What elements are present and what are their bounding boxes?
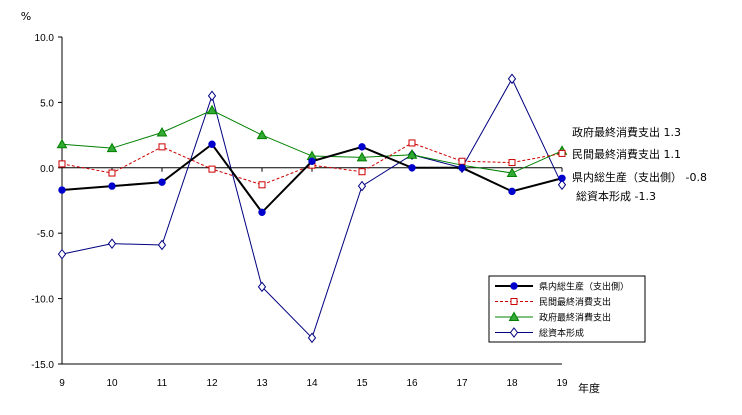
series-2-point [356,151,368,162]
series-2-point [506,167,518,178]
x-tick-label: 17 [456,378,468,389]
series-3-point [157,239,167,251]
series-1-point [108,169,116,177]
series-2-point [156,126,168,137]
series-2-point [56,138,68,149]
y-axis-label: % [21,10,31,23]
series-1-point [508,159,516,167]
series-1-point [408,139,416,147]
x-tick-label: 11 [157,378,168,389]
series-0-point [258,208,266,216]
y-tick-label: -5.0 [37,229,55,240]
x-tick-label: 13 [256,378,268,389]
end-label: 総資本形成 -1.3 [576,189,656,203]
x-tick-label: 12 [206,378,218,389]
series-3-point [557,179,567,191]
series-3-point [57,248,67,260]
end-label: 民間最終消費支出 1.1 [572,147,681,161]
series-1-point [258,181,266,189]
series-0-point [458,164,466,172]
legend-label: 総資本形成 [539,327,584,339]
end-label: 県内総生産（支出側） -0.8 [572,170,707,184]
x-tick-label: 16 [406,378,418,389]
legend-marker [510,282,518,290]
legend-marker [510,298,518,305]
series-2-point [406,149,418,159]
series-1-point [58,160,66,168]
series-0-point [358,143,366,151]
x-tick-label: 15 [356,378,368,389]
y-tick-label: -15.0 [31,360,54,371]
x-tick-label: 19 [556,378,568,389]
series-3-point [107,238,117,249]
series-1-point [458,157,466,165]
legend-marker [509,327,519,338]
series-2-point [206,104,218,115]
legend-label: 政府最終消費支出 [539,312,611,324]
x-tick-label: 14 [306,378,318,389]
series-3-point [357,180,367,192]
series-0-point [208,140,216,148]
x-tick-label: 9 [59,378,65,389]
series-0-point [158,178,166,186]
series-line-3 [61,77,563,339]
series-1-point [358,168,366,176]
series-1-point [208,165,216,173]
x-axis-label: 年度 [578,381,600,395]
legend-marker [508,311,520,321]
series-0-point [58,186,66,194]
series-0-point [308,157,316,165]
legend-label: 民間最終消費支出 [539,296,611,308]
series-0-point [108,182,116,190]
series-line-1 [61,142,563,186]
series-3-point [307,332,317,344]
series-3-point [257,281,267,293]
series-3-point [207,90,217,102]
legend-label: 県内総生産（支出側） [539,281,629,293]
x-tick-label: 18 [506,378,518,389]
x-tick-label: 10 [106,378,118,389]
series-2-point [106,142,118,153]
y-tick-label: 10.0 [35,33,55,44]
series-3-point [507,73,517,85]
series-1-point [558,149,566,157]
y-tick-label: -10.0 [31,295,54,306]
series-1-point [158,143,166,151]
series-0-point [508,187,516,196]
series-2-point [256,129,268,140]
y-tick-label: 5.0 [40,98,54,109]
series-0-point [558,174,566,182]
y-tick-label: 0.0 [40,164,54,175]
series-0-point [408,164,416,172]
end-label: 政府最終消費支出 1.3 [572,125,681,139]
